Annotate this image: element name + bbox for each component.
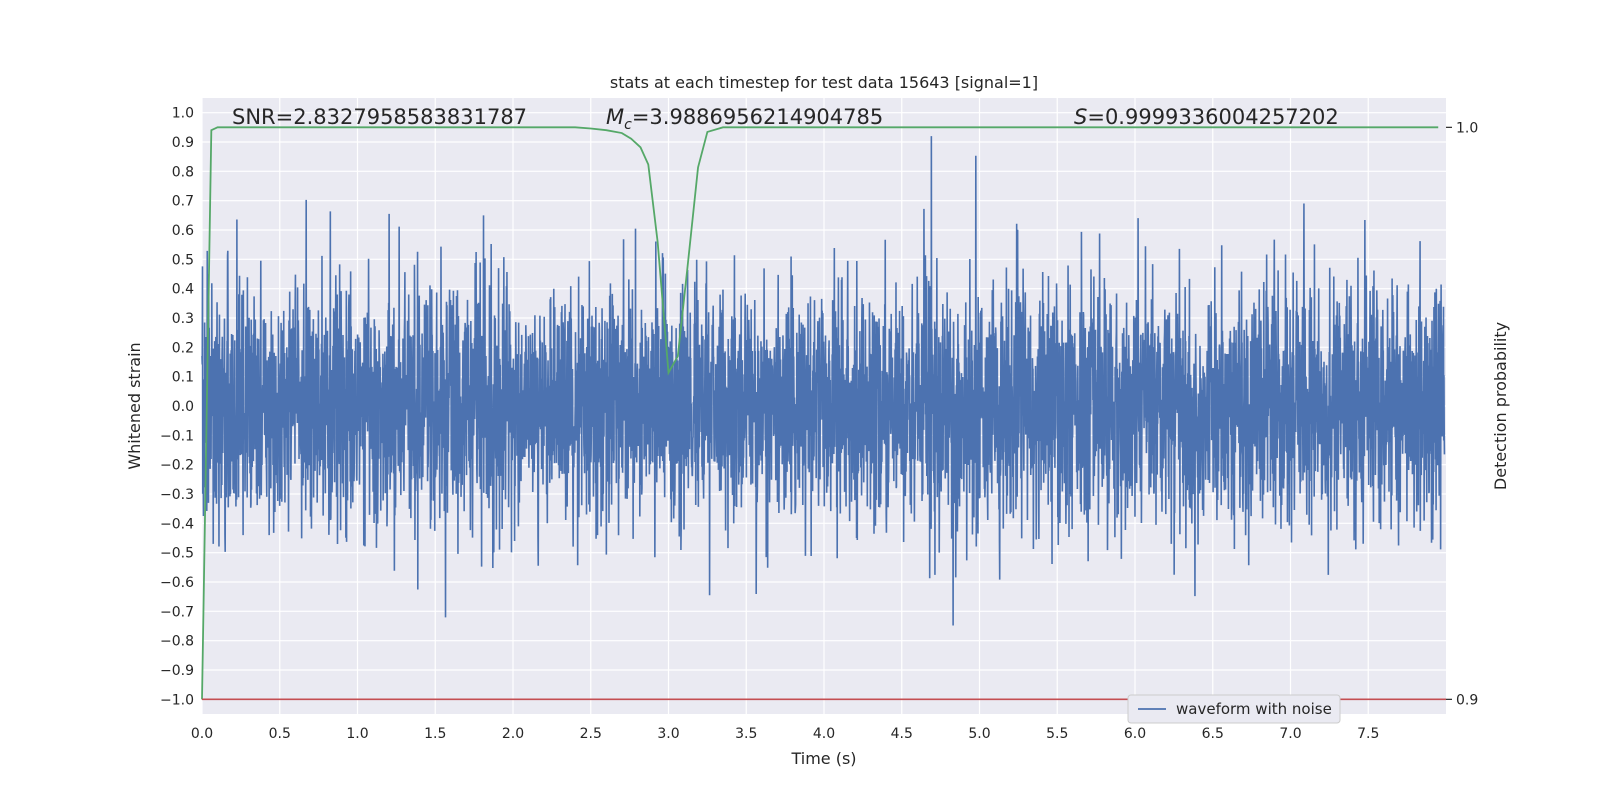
x-tick-label: 7.0	[1279, 726, 1301, 742]
y-tick-label: −0.8	[160, 634, 194, 650]
x-tick-label: 5.0	[968, 726, 990, 742]
score-annotation: S=0.9999336004257202	[1074, 105, 1339, 129]
legend: waveform with noise	[1127, 694, 1341, 724]
x-tick-label: 1.5	[424, 726, 446, 742]
y-tick-label: 1.0	[172, 106, 194, 122]
x-tick-label: 3.0	[657, 726, 679, 742]
x-axis-ticks: 0.0 0.5 1.0 1.5 2.0 2.5 3.0 3.5 4.0 4.5 5.0 5.5 6.0 6…	[191, 726, 1380, 742]
y2-tick-label: 1.0	[1456, 120, 1478, 136]
y-tick-label: −0.5	[160, 546, 194, 562]
y-tick-label: −0.4	[160, 516, 194, 532]
x-tick-label: 1.0	[346, 726, 368, 742]
y-tick-label: −1.0	[160, 692, 194, 708]
y-tick-label: 0.6	[172, 223, 194, 239]
y-tick-label: −0.6	[160, 575, 194, 591]
y-tick-label: 0.9	[172, 135, 194, 151]
y2-axis-ticks: 1.0 0.9	[1446, 120, 1478, 708]
x-tick-label: 6.5	[1202, 726, 1224, 742]
legend-frame	[1127, 694, 1341, 724]
x-tick-label: 2.0	[502, 726, 524, 742]
waveform-line	[201, 136, 1446, 626]
detection-probability-line	[201, 126, 1439, 700]
x-axis-label: Time (s)	[790, 749, 856, 768]
y-tick-label: −0.9	[160, 663, 194, 679]
x-tick-label: 6.0	[1124, 726, 1146, 742]
x-tick-label: 4.0	[813, 726, 835, 742]
snr-annotation: SNR=2.8327958583831787	[232, 105, 527, 129]
x-tick-label: 2.5	[580, 726, 602, 742]
y-tick-label: 0.5	[172, 252, 194, 268]
score-value: =0.9999336004257202	[1087, 105, 1338, 129]
x-tick-label: 5.5	[1046, 726, 1068, 742]
chirp-mass-subscript: c	[624, 117, 632, 133]
y-tick-label: 0.3	[172, 311, 194, 327]
y-axis-ticks: 1.0 0.9 0.8 0.7 0.6 0.5 0.4 0.3 0.2 0.1 0.0 −0.1 −0.…	[160, 106, 194, 709]
y-tick-label: 0.7	[172, 194, 194, 210]
x-tick-label: 0.0	[191, 726, 213, 742]
y-tick-label: −0.7	[160, 604, 194, 620]
chirp-mass-annotation: Mc=3.9886956214904785	[606, 105, 883, 133]
y-tick-label: 0.1	[172, 370, 194, 386]
legend-label-waveform: waveform with noise	[1176, 700, 1332, 718]
x-tick-label: 0.5	[269, 726, 291, 742]
chirp-mass-value: =3.9886956214904785	[632, 105, 883, 129]
y-tick-label: −0.2	[160, 458, 194, 474]
y-axis-label: Whitened strain	[125, 342, 144, 469]
y2-tick-label: 0.9	[1456, 692, 1478, 708]
y-tick-label: −0.1	[160, 428, 194, 444]
chirp-mass-symbol: M	[606, 105, 624, 129]
score-symbol: S	[1074, 105, 1087, 129]
y-tick-label: 0.0	[172, 399, 194, 415]
chart-title: stats at each timestep for test data 156…	[610, 73, 1038, 92]
y2-axis-label: Detection probability	[1491, 322, 1510, 490]
y-tick-label: 0.4	[172, 282, 194, 298]
y-tick-label: −0.3	[160, 487, 194, 503]
x-tick-label: 3.5	[735, 726, 757, 742]
x-tick-label: 7.5	[1357, 726, 1379, 742]
y-tick-label: 0.2	[172, 340, 194, 356]
y-tick-label: 0.8	[172, 164, 194, 180]
x-tick-label: 4.5	[891, 726, 913, 742]
